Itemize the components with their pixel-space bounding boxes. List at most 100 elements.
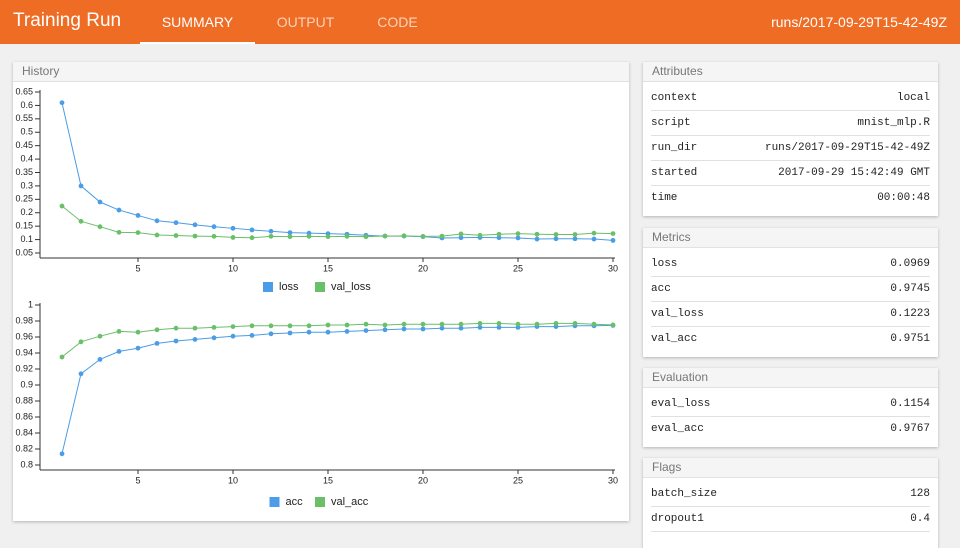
info-panel: Flags batch_size 128 dropout1 0.4: [643, 458, 938, 548]
data-point: [287, 323, 293, 329]
data-point: [173, 325, 179, 331]
app-title: Training Run: [13, 10, 122, 31]
data-point: [211, 233, 217, 239]
data-point: [382, 233, 388, 239]
info-key: val_acc: [651, 333, 698, 345]
info-value: 0.4: [910, 513, 930, 525]
info-value: 0.0969: [890, 258, 930, 270]
data-point: [97, 333, 103, 339]
data-point: [135, 213, 141, 218]
run-id: runs/2017-09-29T15-42-49Z: [771, 14, 947, 30]
info-row: val_acc 0.9751: [651, 327, 930, 351]
y-tick-label: 0.84: [15, 427, 33, 437]
info-row: run_dir runs/2017-09-29T15-42-49Z: [651, 136, 930, 161]
info-panel: Metrics loss 0.0969 acc 0.9745 val_loss 0.1223…: [643, 228, 938, 357]
data-point: [116, 229, 122, 235]
y-tick-label: 0.4: [20, 153, 33, 163]
data-point: [363, 321, 369, 327]
data-point: [97, 199, 103, 205]
info-value: mnist_mlp.R: [857, 117, 930, 129]
data-point: [325, 329, 331, 335]
data-point: [572, 232, 578, 237]
data-point: [458, 325, 464, 331]
info-value: 0.9745: [890, 283, 930, 295]
info-value: runs/2017-09-29T15-42-49Z: [764, 142, 930, 154]
y-tick-label: 0.5: [20, 127, 33, 137]
info-row: batch_size 128: [651, 482, 930, 507]
data-point: [591, 230, 597, 236]
data-point: [553, 236, 559, 242]
series-line: [61, 102, 614, 241]
data-point: [553, 321, 559, 326]
x-tick-label: 20: [418, 263, 428, 273]
data-point: [572, 236, 578, 242]
info-row: started 2017-09-29 15:42:49 GMT: [651, 161, 930, 186]
panel-title: Evaluation: [643, 368, 938, 388]
data-point: [363, 234, 369, 240]
data-point: [439, 325, 445, 331]
data-point: [78, 371, 84, 377]
y-tick-label: 0.86: [15, 411, 33, 421]
data-point: [268, 233, 274, 239]
tab[interactable]: SUMMARY: [140, 14, 255, 44]
x-tick-label: 10: [228, 475, 238, 485]
data-point: [116, 349, 122, 354]
x-tick-label: 15: [323, 263, 333, 273]
y-tick-label: 0.25: [15, 194, 33, 204]
data-point: [287, 330, 293, 336]
data-point: [382, 327, 388, 333]
data-point: [325, 322, 331, 328]
data-point: [477, 232, 483, 238]
info-key: run_dir: [651, 142, 698, 154]
tab[interactable]: CODE: [377, 14, 418, 30]
info-row: loss 0.0969: [651, 252, 930, 277]
data-point: [249, 333, 255, 338]
data-point: [401, 321, 407, 327]
data-point: [287, 230, 293, 236]
info-key: dropout1: [651, 513, 704, 525]
panel-title: Metrics: [643, 228, 938, 248]
y-tick-label: 0.1: [20, 234, 33, 244]
legend-label: loss: [279, 281, 299, 293]
info-row: script mnist_mlp.R: [651, 111, 930, 136]
data-point: [610, 238, 616, 243]
data-point: [59, 451, 65, 457]
tab[interactable]: OUTPUT: [276, 14, 335, 30]
y-tick-label: 0.15: [15, 221, 33, 231]
y-tick-label: 0.96: [15, 331, 33, 341]
info-value: 0.1223: [890, 308, 930, 320]
data-point: [496, 235, 502, 241]
data-point: [211, 224, 217, 230]
x-tick-label: 5: [135, 475, 140, 485]
data-point: [496, 325, 502, 330]
x-tick-label: 20: [418, 475, 428, 485]
y-tick-label: 0.3: [20, 180, 33, 190]
data-point: [610, 231, 616, 236]
data-point: [268, 323, 274, 329]
panel-title: Flags: [643, 458, 938, 478]
data-point: [230, 235, 236, 240]
info-value: 2017-09-29 15:42:49 GMT: [778, 167, 930, 179]
x-tick-label: 25: [513, 475, 523, 485]
y-tick-label: 0.92: [15, 363, 33, 373]
data-point: [325, 234, 331, 240]
info-row: dropout1 0.4: [651, 507, 930, 532]
data-point: [287, 234, 293, 240]
info-value: 0.9767: [890, 423, 930, 435]
data-point: [534, 236, 540, 242]
x-tick-label: 25: [513, 263, 523, 273]
data-point: [192, 325, 198, 331]
data-point: [192, 233, 198, 239]
data-point: [173, 338, 179, 344]
y-tick-label: 0.35: [15, 167, 33, 177]
data-point: [154, 341, 160, 346]
info-value: local: [896, 92, 930, 104]
data-point: [59, 354, 65, 360]
data-point: [135, 230, 141, 236]
data-point: [344, 322, 350, 328]
data-point: [534, 321, 540, 327]
info-key: script: [651, 117, 691, 129]
data-point: [78, 339, 84, 345]
y-tick-label: 0.05: [15, 247, 33, 257]
data-point: [230, 225, 236, 231]
